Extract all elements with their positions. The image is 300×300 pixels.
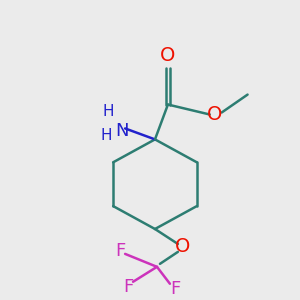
Text: F: F [123,278,133,296]
Text: H: H [100,128,112,143]
Text: O: O [160,46,176,65]
Text: F: F [115,242,125,260]
Text: F: F [170,280,180,298]
Text: H: H [102,104,114,119]
Text: O: O [207,105,222,124]
Text: N: N [116,122,129,140]
Text: O: O [175,237,190,256]
